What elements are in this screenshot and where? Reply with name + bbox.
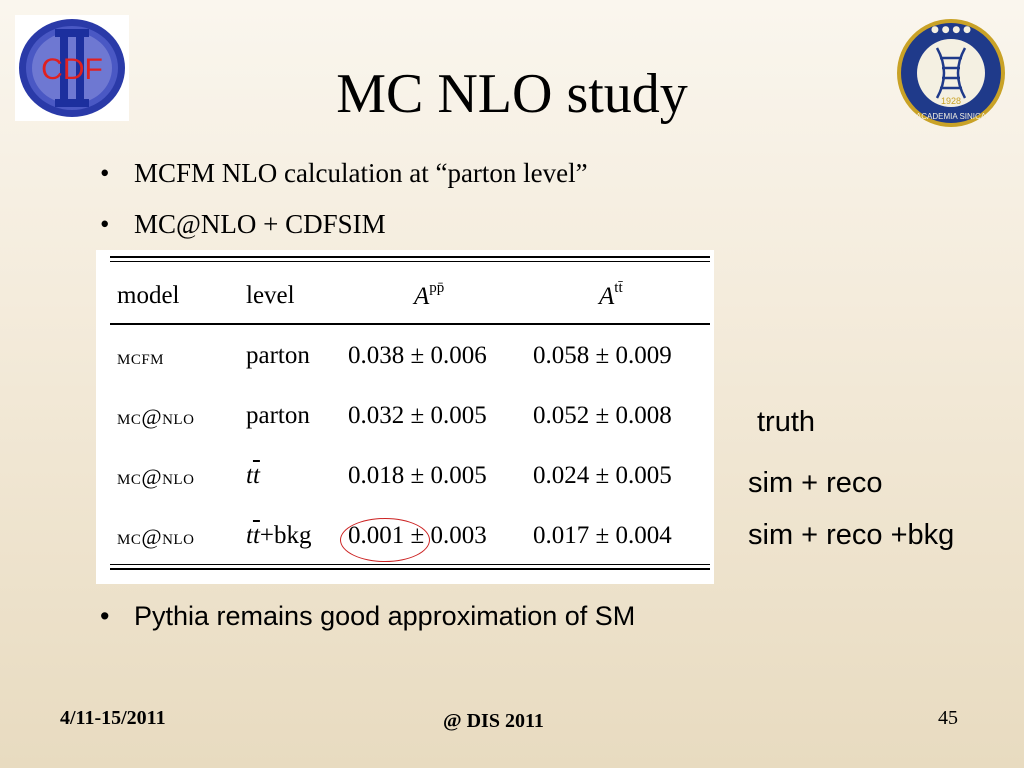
table-header-rule <box>110 323 710 325</box>
cdf-logo-text: CDF <box>41 53 103 86</box>
cell-a-ppbar: 0.018 ± 0.005 <box>348 462 487 489</box>
cell-a-ttbar: 0.017 ± 0.004 <box>533 522 672 549</box>
cdf-logo: CDF <box>15 15 129 121</box>
cell-a-ttbar: 0.058 ± 0.009 <box>533 342 672 369</box>
sinica-logo-year: 1928 <box>941 96 961 106</box>
sinica-logo-text: ACADEMIA SINICA <box>916 112 987 121</box>
cell-a-ttbar: 0.024 ± 0.005 <box>533 462 672 489</box>
annotation-sim-reco: sim + reco <box>748 467 883 499</box>
footer-page-number: 45 <box>938 707 958 729</box>
cell-level: parton <box>246 402 310 429</box>
svg-text:● ● ● ●: ● ● ● ● <box>931 25 971 35</box>
cell-model: mcfm <box>117 344 165 369</box>
cell-a-ppbar: 0.032 ± 0.005 <box>348 402 487 429</box>
slide-title: MC NLO study <box>336 63 688 125</box>
cell-a-ttbar: 0.052 ± 0.008 <box>533 402 672 429</box>
bullet-text: MCFM NLO calculation at “parton level” <box>134 158 588 188</box>
annotation-sim-reco-bkg: sim + reco +bkg <box>748 519 955 551</box>
cell-a-ppbar: 0.038 ± 0.006 <box>348 342 487 369</box>
table-bottom-rule <box>110 564 710 565</box>
results-table: model level App̄ Att̄ mcfm parton 0.038 … <box>96 250 714 584</box>
header-a-ppbar: App̄ <box>414 280 445 310</box>
annotation-truth: truth <box>757 406 816 438</box>
bullet-marker: • <box>100 209 110 239</box>
footer-venue: @ DIS 2011 <box>443 710 544 732</box>
bullet-marker: • <box>100 158 110 188</box>
bullet-text: Pythia remains good approximation of SM <box>134 601 636 631</box>
footer-date: 4/11-15/2011 <box>60 707 166 729</box>
table-bottom-rule <box>110 568 710 570</box>
cell-level: tt <box>246 462 260 489</box>
cell-level: parton <box>246 342 310 369</box>
cell-model: mc@nlo <box>117 404 195 429</box>
bullet-text: MC@NLO + CDFSIM <box>134 209 386 239</box>
academia-sinica-logo: ● ● ● ● ACADEMIA SINICA 1928 <box>896 18 1006 128</box>
table-top-rule <box>110 261 710 262</box>
header-level: level <box>246 282 295 309</box>
header-a-ttbar: Att̄ <box>599 280 623 310</box>
table-top-rule <box>110 256 710 258</box>
bullet-marker: • <box>100 601 110 631</box>
cell-model: mc@nlo <box>117 524 195 549</box>
highlight-circle <box>340 518 430 562</box>
cell-model: mc@nlo <box>117 464 195 489</box>
header-model: model <box>117 282 180 309</box>
cell-level: tt+bkg <box>246 522 312 549</box>
